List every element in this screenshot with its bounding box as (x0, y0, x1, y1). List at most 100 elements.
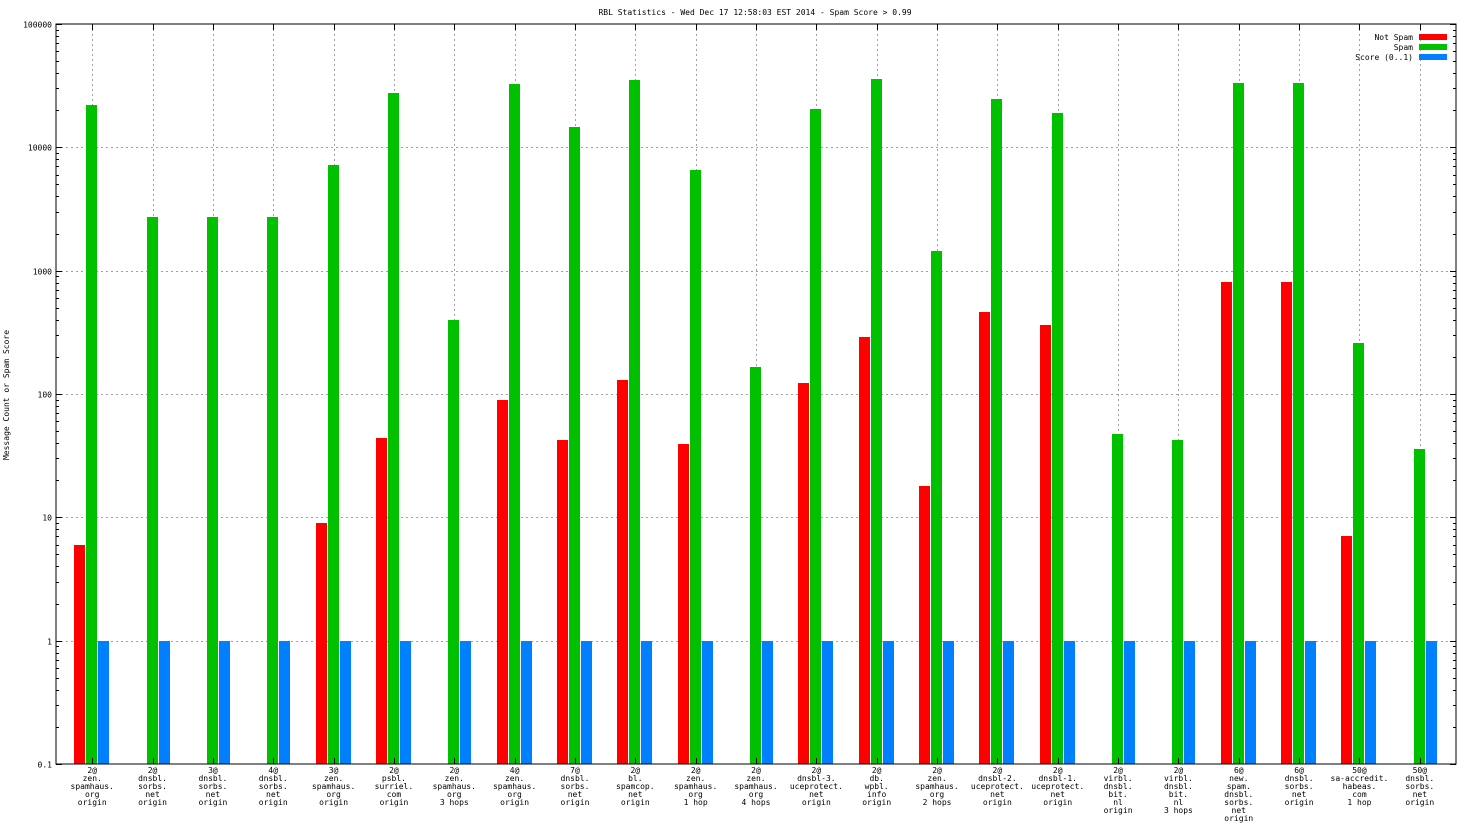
x-tick-label: sorbs. (561, 782, 590, 791)
x-tick-label: wpbl. (865, 782, 889, 791)
bar-score-0-1 (400, 641, 411, 764)
x-tick-label: org (326, 790, 341, 799)
x-tick-label: 6@ (1294, 766, 1304, 775)
x-tick-label: 2@ (1174, 766, 1184, 775)
x-tick-label: sa-accredit. (1331, 774, 1389, 783)
x-tick-label: sorbs. (259, 782, 288, 791)
x-tick-label: bit. (1108, 790, 1127, 799)
bar-score-0-1 (340, 641, 351, 764)
bar-score-0-1 (1305, 641, 1316, 764)
bar-spam (1112, 434, 1123, 764)
x-tick-label: dnsbl. (561, 774, 590, 783)
x-tick-label: zen. (445, 774, 464, 783)
bar-spam (207, 217, 218, 764)
x-tick-label: nl (1113, 798, 1123, 807)
x-tick-label: 2@ (389, 766, 399, 775)
bar-score-0-1 (943, 641, 954, 764)
x-tick-label: origin (983, 798, 1012, 807)
bar-score-0-1 (1365, 641, 1376, 764)
bar-not-spam (798, 383, 809, 764)
y-tick-label: 0.1 (38, 761, 53, 770)
bars (74, 79, 1437, 764)
x-tick-label: origin (862, 798, 891, 807)
x-tick-label: net (1232, 806, 1247, 815)
x-tick-label: spamhaus. (312, 782, 355, 791)
legend-label: Not Spam (1374, 33, 1413, 42)
bar-spam (86, 105, 97, 764)
bar-score-0-1 (702, 641, 713, 764)
bar-score-0-1 (460, 641, 471, 764)
x-tick-label: surriel. (375, 782, 414, 791)
bar-score-0-1 (521, 641, 532, 764)
x-tick-label: dnsbl. (1405, 774, 1434, 783)
bar-not-spam (557, 440, 568, 764)
x-tick-label: 4@ (268, 766, 278, 775)
bar-not-spam (979, 312, 990, 764)
x-tick-label: spamcop. (616, 782, 655, 791)
bar-score-0-1 (279, 641, 290, 764)
y-tick-label: 1 (47, 638, 52, 647)
x-tick-label: 2@ (812, 766, 822, 775)
x-tick-label: 1 hop (1347, 798, 1371, 807)
x-tick-label: net (568, 790, 583, 799)
x-tick-label: zen. (505, 774, 524, 783)
bar-score-0-1 (1426, 641, 1437, 764)
y-tick-label: 1000 (33, 268, 52, 277)
x-tick-label: origin (1285, 798, 1314, 807)
x-tick-label: 2@ (691, 766, 701, 775)
x-tick-label: spamhaus. (915, 782, 958, 791)
bar-score-0-1 (159, 641, 170, 764)
x-tick-label: zen. (686, 774, 705, 783)
x-tick-label: zen. (927, 774, 946, 783)
bar-not-spam (678, 444, 689, 764)
x-tick-label: spam. (1227, 782, 1251, 791)
x-tick-label: 3@ (329, 766, 339, 775)
x-tick-label: origin (1043, 798, 1072, 807)
bar-not-spam (376, 438, 387, 764)
x-tick-label: uceprotect. (790, 782, 843, 791)
x-tick-label: 1 hop (684, 798, 708, 807)
x-tick-label: sorbs. (138, 782, 167, 791)
x-tick-label: origin (561, 798, 590, 807)
x-tick-label: dnsbl. (1285, 774, 1314, 783)
x-tick-label: spamhaus. (674, 782, 717, 791)
x-tick-label: 3 hops (440, 798, 469, 807)
x-tick-label: 2@ (148, 766, 158, 775)
x-tick-label: nl (1174, 798, 1184, 807)
x-tick-label: zen. (746, 774, 765, 783)
chart-title: RBL Statistics - Wed Dec 17 12:58:03 EST… (598, 8, 911, 17)
x-tick-label: 6@ (1234, 766, 1244, 775)
x-tick-label: org (930, 790, 945, 799)
x-tick-label: com (387, 790, 402, 799)
x-tick-label: origin (78, 798, 107, 807)
x-tick-label: sorbs. (1405, 782, 1434, 791)
legend-label: Score (0..1) (1355, 53, 1413, 62)
bar-score-0-1 (1003, 641, 1014, 764)
x-tick-label: org (447, 790, 462, 799)
x-tick-label: 2@ (630, 766, 640, 775)
x-tick-label: net (1413, 790, 1428, 799)
x-tick-label: origin (1405, 798, 1434, 807)
bar-spam (871, 79, 882, 764)
y-axis-ticks: 0.1 1 10 100 1000 10000 100000 (23, 21, 1456, 770)
bar-spam (1172, 440, 1183, 764)
y-tick-label: 100000 (23, 21, 52, 30)
bar-score-0-1 (1184, 641, 1195, 764)
x-tick-label: origin (259, 798, 288, 807)
x-tick-label: 2@ (87, 766, 97, 775)
bar-not-spam (74, 545, 85, 764)
x-tick-label: spamhaus. (734, 782, 777, 791)
bar-not-spam (1040, 325, 1051, 764)
x-tick-label: zen. (324, 774, 343, 783)
x-tick-label: 3 hops (1164, 806, 1193, 815)
bar-not-spam (1221, 282, 1232, 764)
bar-not-spam (859, 337, 870, 764)
x-tick-label: spamhaus. (71, 782, 114, 791)
x-tick-label: spamhaus. (433, 782, 476, 791)
bar-spam (991, 99, 1002, 764)
x-tick-label: 50@ (1352, 766, 1367, 775)
bar-score-0-1 (883, 641, 894, 764)
x-tick-label: net (1292, 790, 1307, 799)
bar-spam (1052, 113, 1063, 764)
